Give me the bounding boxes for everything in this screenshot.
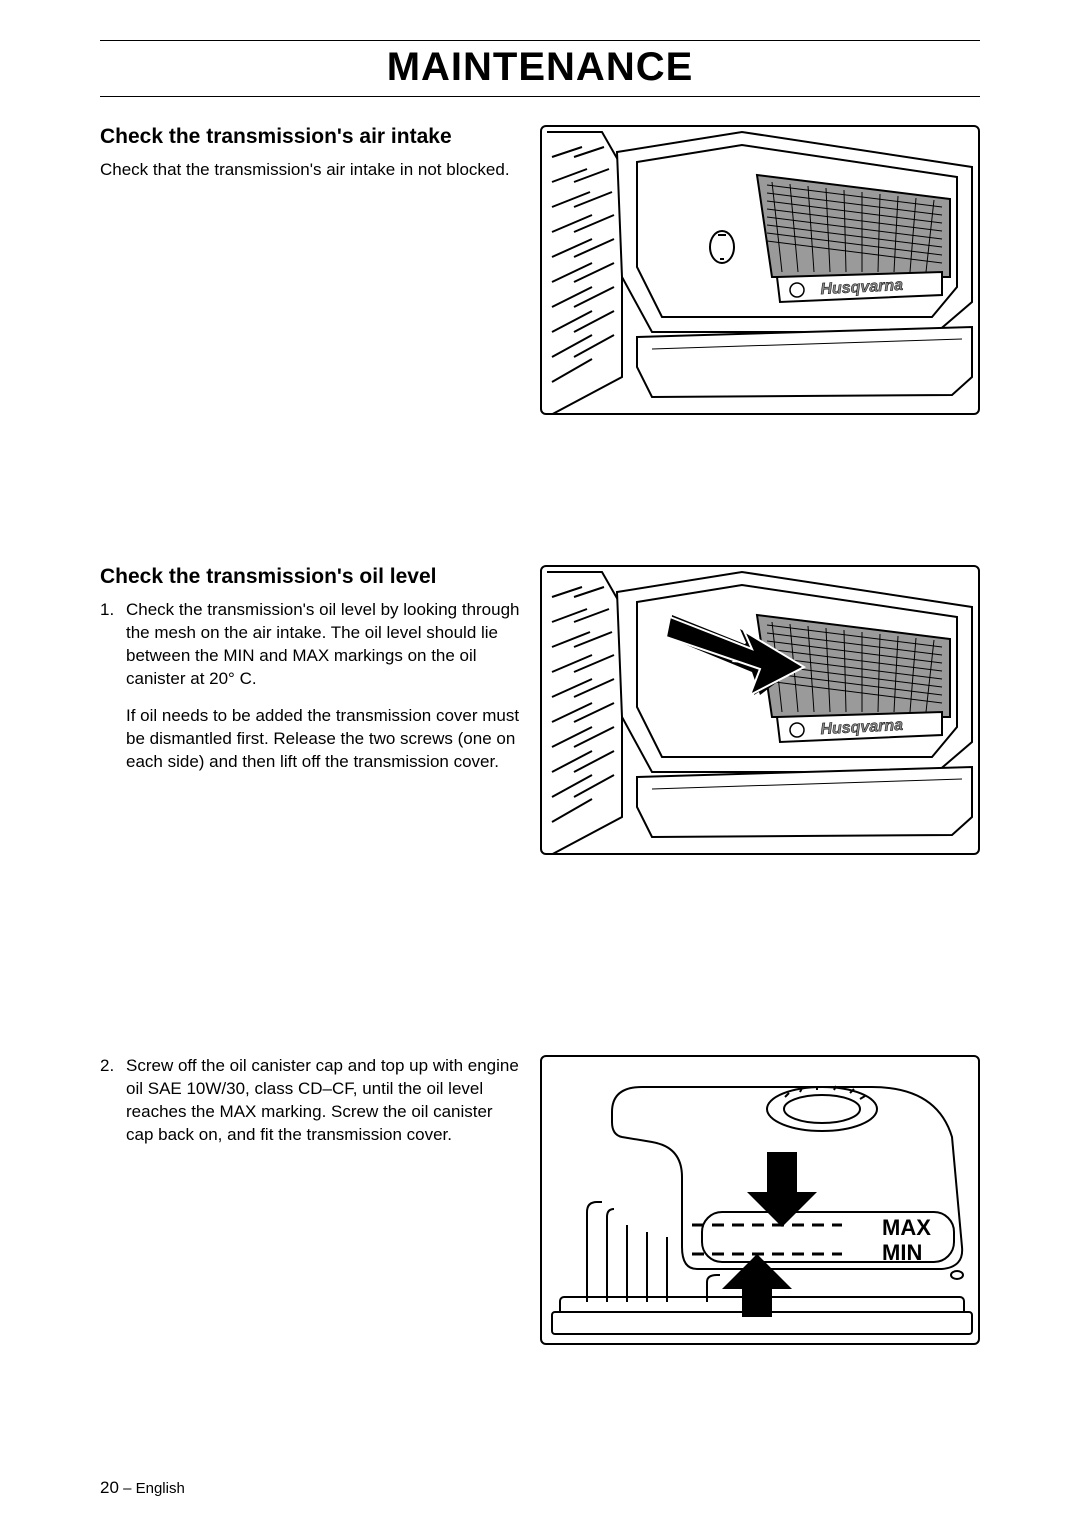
max-label: MAX [882, 1215, 931, 1240]
figure-oil-level: Husqvarna [540, 565, 980, 855]
list-num-1: 1. [100, 599, 126, 774]
list-num-2: 2. [100, 1055, 126, 1147]
list-item-2: 2. Screw off the oil canister cap and to… [100, 1055, 520, 1147]
section-oil-level: Check the transmission's oil level 1. Ch… [100, 565, 980, 855]
p-air-intake: Check that the transmission's air intake… [100, 159, 520, 182]
section-top-up: 2. Screw off the oil canister cap and to… [100, 1055, 980, 1345]
p-oil-1b: If oil needs to be added the transmissio… [126, 705, 520, 774]
section-air-intake: Check the transmission's air intake Chec… [100, 125, 980, 415]
footer: 20 – English [100, 1478, 185, 1498]
figure-canister: MAX MIN [540, 1055, 980, 1345]
footer-lang: – English [119, 1480, 185, 1497]
footer-page: 20 [100, 1478, 119, 1497]
p-oil-1a: Check the transmission's oil level by lo… [126, 599, 520, 691]
min-label: MIN [882, 1240, 922, 1265]
p-topup: Screw off the oil canister cap and top u… [126, 1055, 520, 1147]
subhead-air-intake: Check the transmission's air intake [100, 125, 520, 149]
page-title: MAINTENANCE [100, 45, 980, 90]
subhead-oil-level: Check the transmission's oil level [100, 565, 520, 589]
top-rule [100, 40, 980, 41]
list-item-1: 1. Check the transmission's oil level by… [100, 599, 520, 774]
heading-row: MAINTENANCE [100, 43, 980, 97]
figure-air-intake: Husqvarna [540, 125, 980, 415]
